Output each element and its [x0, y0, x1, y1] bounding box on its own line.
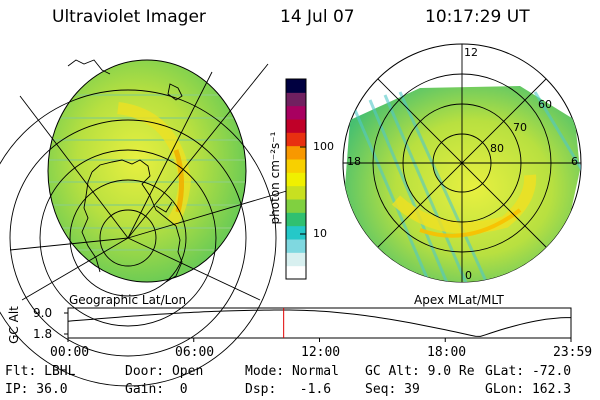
- left-auroral-bright-arc: [173, 149, 184, 213]
- lat-80-label: 80: [490, 142, 504, 155]
- right-polar-grid: [343, 44, 581, 282]
- right-panel-label: Apex MLat/MLT: [414, 293, 504, 307]
- date-label: 14 Jul 07: [280, 7, 355, 27]
- timeline-axis-label: GC Alt: [7, 306, 21, 344]
- left-image-disc: [48, 60, 246, 282]
- colorbar-cell: [286, 185, 306, 200]
- mlt-18-label: 18: [347, 155, 361, 168]
- timeline-tick-2: 12:00: [301, 345, 341, 360]
- app-title: Ultraviolet Imager: [52, 7, 206, 27]
- colorbar-cell: [286, 172, 306, 187]
- colorbar-cell: [286, 239, 306, 253]
- colorbar-tick-10: 10: [313, 227, 327, 240]
- timeline-tick-1: 06:00: [175, 345, 215, 360]
- timeline-ticks: [64, 312, 572, 342]
- info-gcalt: GC Alt: 9.0 Re: [365, 364, 475, 379]
- info-door: Door: Open: [125, 364, 204, 379]
- colorbar-cell: [286, 92, 306, 107]
- colorbar-frame: [285, 78, 307, 280]
- colorbar-cell: [286, 212, 306, 227]
- left-coastlines: [67, 59, 183, 283]
- mlt-12-label: 12: [464, 46, 478, 59]
- info-glon: GLon: 162.3: [485, 382, 572, 397]
- altitude-timeline: [64, 307, 572, 342]
- colorbar: [285, 78, 307, 280]
- info-mode: Mode: Normal: [245, 364, 339, 379]
- timeline-frame: [67, 307, 572, 339]
- colorbar-cell: [286, 119, 306, 133]
- info-gain: Gain: 0: [125, 382, 188, 397]
- colorbar-cell: [286, 105, 306, 120]
- colorbar-gradient: [286, 79, 306, 280]
- magnetic-image: [342, 43, 582, 283]
- time-label: 10:17:29 UT: [425, 7, 530, 27]
- colorbar-cell: [286, 79, 306, 93]
- lat-60-label: 60: [538, 98, 552, 111]
- colorbar-cell: [286, 225, 306, 240]
- info-ip: IP: 36.0: [5, 382, 68, 397]
- colorbar-cell: [286, 199, 306, 213]
- left-panel-label: Geographic Lat/Lon: [69, 293, 187, 307]
- right-scan-stripes: [353, 91, 581, 282]
- info-seq: Seq: 39: [365, 382, 420, 397]
- timeline-y-bottom: 1.8: [33, 327, 53, 341]
- geographic-image: [0, 59, 291, 387]
- info-dsp: Dsp: -1.6: [245, 382, 332, 397]
- lat-70-label: 70: [513, 121, 527, 134]
- timeline-tick-0: 00:00: [50, 345, 90, 360]
- colorbar-cell: [286, 145, 306, 160]
- colorbar-cell: [286, 159, 306, 173]
- timeline-y-top: 9.0: [33, 306, 53, 320]
- colorbar-cell: [286, 132, 306, 147]
- altitude-curve: [67, 309, 571, 337]
- colorbar-cell: [286, 252, 306, 267]
- colorbar-unit-label: photon cm⁻²s⁻¹: [268, 131, 282, 225]
- info-flt: Flt: LBHL: [5, 364, 76, 379]
- mlt-6-label: 6: [571, 155, 578, 168]
- mlt-0-label: 0: [465, 269, 472, 282]
- timeline-tick-3: 18:00: [427, 345, 467, 360]
- colorbar-cell: [286, 265, 306, 280]
- info-glat: GLat: -72.0: [485, 364, 572, 379]
- left-latlon-grid: [0, 63, 291, 387]
- timeline-tick-4: 23:59: [553, 345, 593, 360]
- colorbar-tick-100: 100: [313, 140, 334, 153]
